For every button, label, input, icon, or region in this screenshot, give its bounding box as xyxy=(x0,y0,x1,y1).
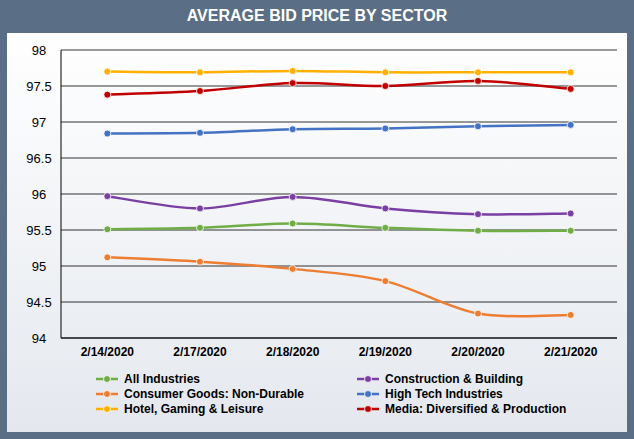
marker xyxy=(104,130,111,137)
marker xyxy=(475,69,482,76)
legend-marker xyxy=(104,376,111,383)
marker xyxy=(382,278,389,285)
marker xyxy=(289,67,296,74)
marker xyxy=(104,68,111,75)
grid-line xyxy=(61,194,617,195)
series-line xyxy=(107,71,570,73)
grid-line xyxy=(61,338,617,339)
legend: All Industries Construction & Building Con… xyxy=(96,372,566,416)
legend-label: High Tech Industries xyxy=(385,387,503,401)
y-tick-label: 96 xyxy=(32,187,46,202)
grid-line xyxy=(61,158,617,159)
marker xyxy=(567,121,574,128)
background xyxy=(0,0,634,439)
marker xyxy=(197,69,204,76)
series-line xyxy=(107,196,570,214)
marker xyxy=(289,193,296,200)
plot-area xyxy=(61,50,617,338)
chart: AVERAGE BID PRICE BY SECTOR 94 94.5 95 95.5 9… xyxy=(0,0,634,439)
x-tick-label: 2/20/2020 xyxy=(451,345,505,359)
series-line xyxy=(107,125,570,134)
legend-marker xyxy=(104,406,111,413)
series-group xyxy=(104,67,574,318)
legend-marker xyxy=(365,376,372,383)
y-tick-label: 95 xyxy=(32,259,46,274)
y-tick-label: 96.5 xyxy=(26,151,51,166)
legend-marker xyxy=(365,406,372,413)
legend-marker xyxy=(104,391,111,398)
marker xyxy=(197,205,204,212)
y-tick-label: 97.5 xyxy=(26,79,51,94)
marker xyxy=(382,83,389,90)
marker xyxy=(382,224,389,231)
marker xyxy=(104,254,111,261)
series-line xyxy=(107,224,570,231)
title: AVERAGE BID PRICE BY SECTOR xyxy=(187,7,448,24)
legend-label: All Industries xyxy=(124,372,200,386)
marker xyxy=(567,227,574,234)
marker xyxy=(382,69,389,76)
marker xyxy=(104,193,111,200)
y-tick-label: 97 xyxy=(32,115,46,130)
y-tick-label: 94 xyxy=(32,331,46,346)
marker xyxy=(382,125,389,132)
marker xyxy=(197,88,204,95)
legend-label: Media: Diversified & Production xyxy=(385,402,566,416)
y-tick-label: 94.5 xyxy=(26,295,51,310)
marker xyxy=(382,205,389,212)
legend-marker xyxy=(365,391,372,398)
marker xyxy=(289,126,296,133)
marker xyxy=(197,258,204,265)
marker xyxy=(104,226,111,233)
panel xyxy=(7,33,627,432)
grid-line xyxy=(61,50,617,51)
grid-line xyxy=(61,122,617,123)
marker xyxy=(475,77,482,84)
marker xyxy=(475,310,482,317)
marker xyxy=(289,220,296,227)
marker xyxy=(197,224,204,231)
x-tick-label: 2/19/2020 xyxy=(359,345,413,359)
legend-label: Hotel, Gaming & Leisure xyxy=(124,402,264,416)
y-tick-label: 95.5 xyxy=(26,223,51,238)
series-line xyxy=(107,81,570,95)
marker xyxy=(475,123,482,130)
marker xyxy=(567,210,574,217)
x-axis xyxy=(61,338,617,339)
x-tick-label: 2/18/2020 xyxy=(266,345,320,359)
marker xyxy=(104,91,111,98)
marker xyxy=(567,69,574,76)
grid-line xyxy=(61,266,617,267)
x-tick-label: 2/14/2020 xyxy=(81,345,135,359)
grid-line xyxy=(61,302,617,303)
y-axis xyxy=(61,50,62,338)
marker xyxy=(289,265,296,272)
x-tick-label: 2/21/2020 xyxy=(544,345,598,359)
marker xyxy=(289,80,296,87)
legend-label: Construction & Building xyxy=(385,372,523,386)
series-line xyxy=(107,257,570,316)
legend-label: Consumer Goods: Non-Durable xyxy=(124,387,304,401)
y-tick-label: 98 xyxy=(32,43,46,58)
marker xyxy=(567,311,574,318)
marker xyxy=(475,211,482,218)
marker xyxy=(197,129,204,136)
marker xyxy=(475,227,482,234)
x-tick-label: 2/17/2020 xyxy=(173,345,227,359)
marker xyxy=(567,85,574,92)
